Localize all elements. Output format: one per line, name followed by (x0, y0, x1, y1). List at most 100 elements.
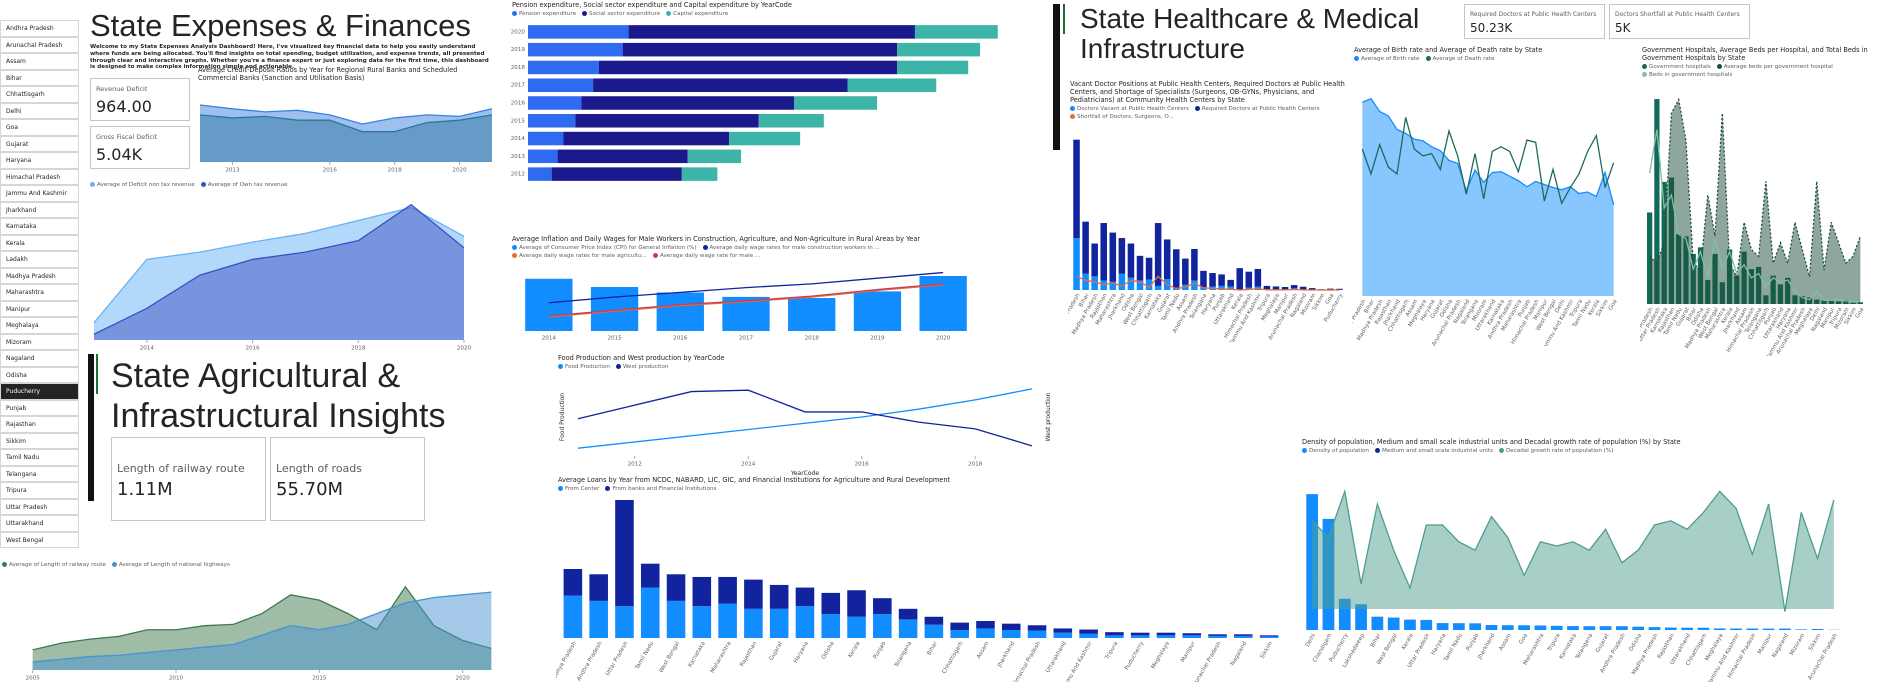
bar (1518, 625, 1530, 630)
chart-title: Pension expenditure, Social sector expen… (512, 1, 792, 9)
description: Welcome to my State Expenses Analysis Da… (90, 44, 489, 71)
x-tick-label: Mizoram (1789, 633, 1806, 657)
slicer-item[interactable]: Jammu And Kashmir (0, 185, 79, 202)
legend-item: Average daily wage rates for male constr… (702, 245, 880, 251)
bar (528, 96, 582, 110)
legend-swatch (615, 364, 621, 369)
x-tick-label: 2015 (312, 676, 327, 682)
slicer-item[interactable]: Jharkhand (0, 201, 79, 218)
bar (1469, 623, 1482, 630)
slicer-item[interactable]: Chhattisgarh (0, 86, 79, 103)
bar (640, 587, 660, 638)
accent-bar (96, 354, 98, 394)
bar (1163, 239, 1171, 280)
slicer-item[interactable]: Maharashtra (0, 284, 79, 301)
slicer-item[interactable]: Telangana (0, 465, 79, 482)
bar (1227, 279, 1234, 287)
bar (581, 96, 795, 110)
bar (551, 167, 682, 181)
bar (873, 614, 892, 638)
area (94, 204, 464, 340)
slicer-item[interactable]: Himachal Pradesh (0, 168, 79, 185)
legend-swatch (200, 182, 206, 187)
bar (1127, 277, 1135, 290)
bar (794, 96, 878, 110)
chart: Average of Birth rate and Average of Dea… (1352, 46, 1640, 346)
bar (1420, 620, 1433, 630)
bar (1100, 223, 1107, 281)
x-tick-label: Goa (1608, 299, 1619, 312)
legend-item: Average of Birth rate (1354, 56, 1420, 62)
kpi-card: Gross Fiscal Deficit 5.04K (90, 126, 190, 169)
slicer-item[interactable]: Haryana (0, 152, 79, 169)
slicer-item[interactable]: Nagaland (0, 350, 79, 367)
line (1648, 129, 1861, 303)
slicer-item[interactable]: Kerala (0, 234, 79, 251)
slicer-item[interactable]: Delhi (0, 102, 79, 119)
x-tick-label: Assam (1498, 633, 1512, 652)
slicer-item[interactable]: Rajasthan (0, 416, 79, 433)
slicer-item[interactable]: Gujarat (0, 135, 79, 152)
bar (640, 563, 660, 588)
slicer-item[interactable]: Andhra Pradesh (0, 20, 79, 37)
slicer-item[interactable]: Uttar Pradesh (0, 498, 79, 515)
legend-swatch (1194, 106, 1200, 111)
slicer-item[interactable]: Karnataka (0, 218, 79, 235)
bar (1091, 243, 1098, 277)
legend-label: Shortfall of Doctors, Surgeons, O... (1077, 114, 1174, 120)
bar (656, 292, 704, 331)
kpi-label: Length of railway route (117, 462, 245, 475)
slicer-item[interactable]: Mizoram (0, 333, 79, 350)
chart: Average Credit-Deposit Ratios by Year fo… (196, 66, 496, 174)
slicer-item[interactable]: Ladakh (0, 251, 79, 268)
bar (1681, 627, 1693, 630)
bar (718, 603, 737, 638)
slicer-item[interactable]: Manipur (0, 300, 79, 317)
slicer-item[interactable]: Madhya Pradesh (0, 267, 79, 284)
slicer-item[interactable]: West Bengal (0, 531, 79, 548)
line (548, 283, 944, 317)
chart: Average Inflation and Daily Wages for Ma… (510, 235, 1000, 343)
slicer-item[interactable]: Meghalaya (0, 317, 79, 334)
slicer-item[interactable]: Uttarakhand (0, 515, 79, 532)
legend-item: Average beds per government hospital (1716, 64, 1833, 70)
bar (1173, 249, 1180, 288)
bar (1338, 598, 1351, 630)
line (577, 388, 1033, 449)
legend-swatch (1642, 72, 1647, 77)
bar (1567, 626, 1579, 630)
chart-title: Food Production and West production by Y… (558, 354, 725, 362)
x-tick-label: Odisha (1628, 633, 1643, 653)
slicer-item[interactable]: Assam (0, 53, 79, 70)
bar (589, 600, 608, 638)
x-tick-label: Manipur (1757, 632, 1774, 655)
slicer-item[interactable]: Tripura (0, 482, 79, 499)
legend-item: Density of population (1302, 448, 1369, 454)
bar (1079, 629, 1098, 634)
kpi-value: 5.04K (96, 145, 143, 164)
slicer-item[interactable]: Tamil Nadu (0, 449, 79, 466)
kpi-card: Length of railway route 1.11M (111, 437, 266, 521)
slicer-item[interactable]: Sikkim (0, 432, 79, 449)
x-tick-label: Goa (1855, 307, 1866, 320)
bar (1136, 280, 1144, 290)
bar (1118, 238, 1126, 274)
slicer-item[interactable]: Odisha (0, 366, 79, 383)
slicer-item[interactable]: Puducherry (0, 383, 79, 400)
legend-label: Average of Consumer Price Index (CPI) fo… (519, 245, 697, 251)
x-tick-label: Andhra Pradesh (576, 640, 604, 682)
slicer-item[interactable]: Bihar (0, 69, 79, 86)
bar (1647, 212, 1653, 304)
slicer-item[interactable]: Punjab (0, 399, 79, 416)
bar (1156, 632, 1176, 636)
kpi-label: Length of roads (276, 462, 363, 475)
bar (1299, 286, 1307, 290)
legend: Pension expenditure Social sector expendi… (510, 9, 1055, 19)
x-tick-label: 2016 (855, 462, 870, 468)
slicer-item[interactable]: Arunachal Pradesh (0, 36, 79, 53)
bar (1857, 302, 1863, 304)
slicer-item[interactable]: Goa (0, 119, 79, 136)
legend: From Center From banks and Financial Inst… (556, 484, 1286, 494)
